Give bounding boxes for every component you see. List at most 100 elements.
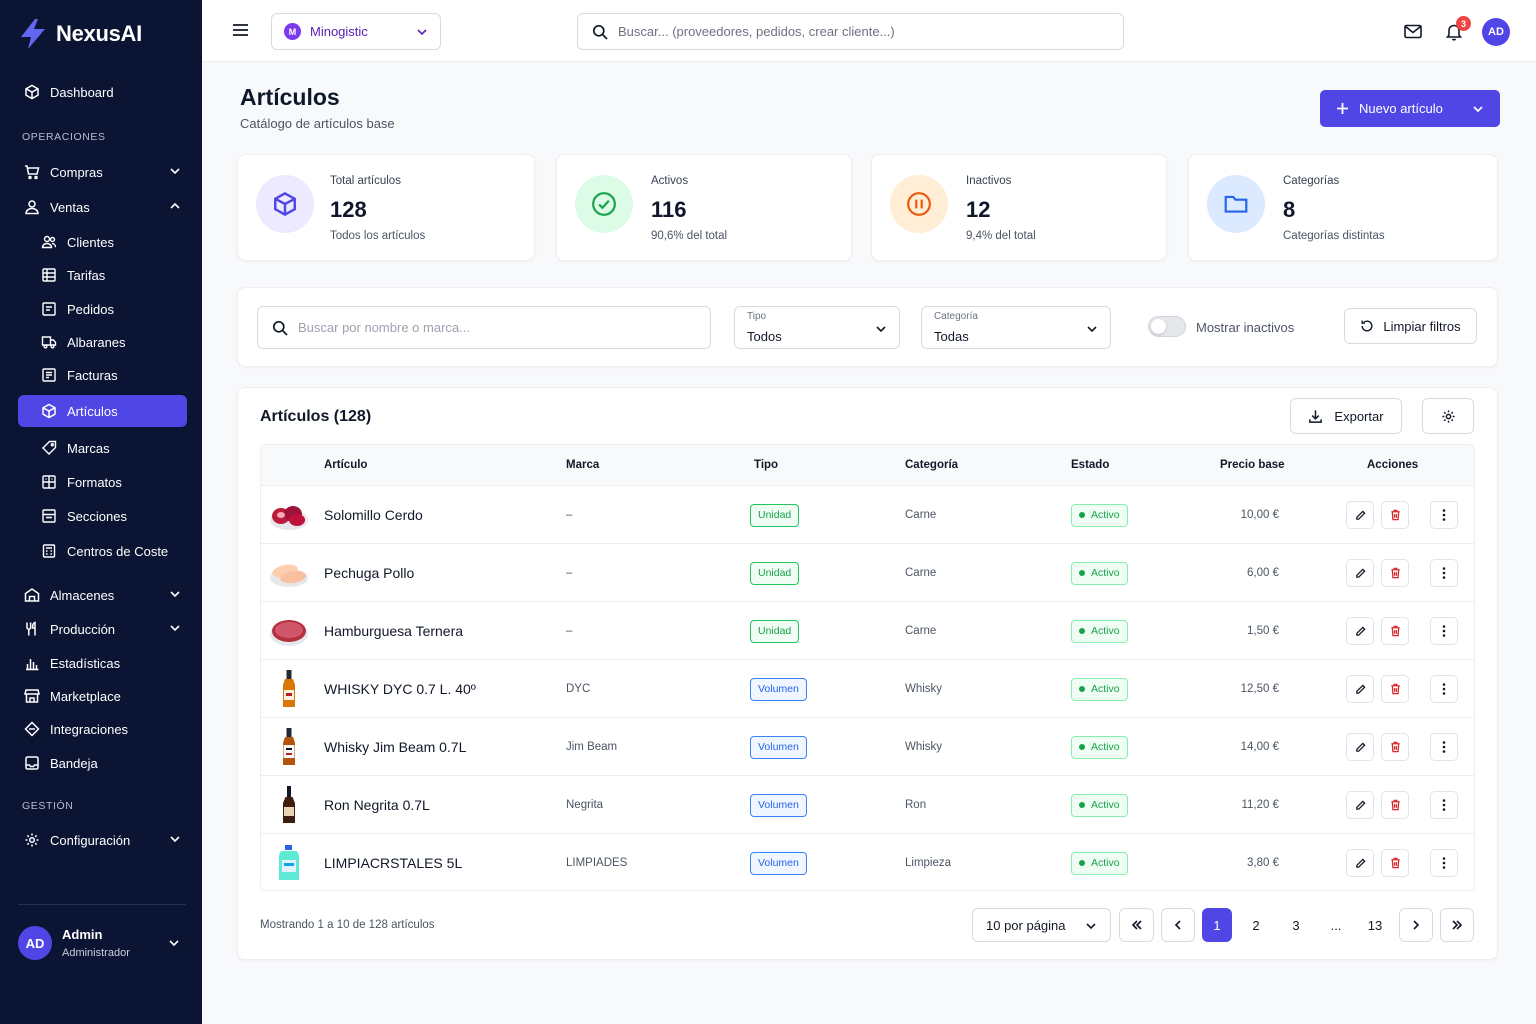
sidebar-item-albaranes[interactable]: Albaranes [18,326,187,358]
table-row[interactable]: Hamburguesa Ternera – Unidad Carne Activ… [261,602,1474,660]
article-name[interactable]: Pechuga Pollo [324,565,415,581]
table-row[interactable]: Solomillo Cerdo – Unidad Carne Activo 10… [261,486,1474,544]
delete-button[interactable] [1381,501,1409,529]
prev-page-button[interactable] [1161,908,1195,942]
article-price: 6,00 € [1247,567,1279,579]
delete-button[interactable] [1381,617,1409,645]
tipo-select[interactable]: Tipo Todos [734,306,900,349]
bell-icon[interactable]: 3 [1445,16,1471,41]
edit-button[interactable] [1346,617,1374,645]
sidebar-item-facturas[interactable]: Facturas [18,359,187,391]
last-page-button[interactable] [1440,908,1474,942]
page-13[interactable]: 13 [1367,917,1383,933]
delete-button[interactable] [1381,791,1409,819]
organization-select[interactable]: M Minogistic [271,13,441,50]
first-page-button[interactable] [1119,908,1154,942]
column-header-estado[interactable]: Estado [1071,459,1110,471]
sidebar-item-produccion[interactable]: Producción [18,613,187,645]
sidebar-item-formatos[interactable]: Formatos [18,466,187,498]
global-search-input[interactable] [618,24,1098,39]
edit-button[interactable] [1346,559,1374,587]
double-chevron-left-icon [1131,919,1143,931]
app-logo[interactable]: NexusAI [18,18,142,50]
table-settings-button[interactable] [1422,398,1474,434]
clear-filters-button[interactable]: Limpiar filtros [1344,308,1477,344]
per-page-select[interactable]: 10 por página [972,908,1111,942]
article-search[interactable] [257,306,711,349]
sidebar-item-estadisticas[interactable]: Estadísticas [18,647,187,679]
edit-button[interactable] [1346,733,1374,761]
categoria-select[interactable]: Categoría Todas [921,306,1111,349]
global-search[interactable] [577,13,1124,50]
hamburger-menu-icon[interactable] [232,23,249,37]
sidebar-item-ventas[interactable]: Ventas [18,191,187,223]
table-row[interactable]: Pechuga Pollo – Unidad Carne Activo 6,00… [261,544,1474,602]
sidebar-item-compras[interactable]: Compras [18,156,187,188]
show-inactive-toggle[interactable] [1148,316,1186,337]
format-icon [40,473,58,491]
edit-button[interactable] [1346,675,1374,703]
sidebar-item-marketplace[interactable]: Marketplace [18,680,187,712]
article-search-input[interactable] [298,320,698,335]
article-name[interactable]: LIMPIACRSTALES 5L [324,855,463,871]
table-row[interactable]: WHISKY DYC 0.7 L. 40º DYC Volumen Whisky… [261,660,1474,718]
column-header-articulo[interactable]: Artículo [324,459,368,471]
article-name[interactable]: Ron Negrita 0.7L [324,797,430,813]
article-name[interactable]: Solomillo Cerdo [324,507,423,523]
column-header-precio[interactable]: Precio base [1220,459,1285,471]
column-header-categoria[interactable]: Categoría [905,459,959,471]
mail-icon[interactable] [1404,24,1422,39]
sidebar-item-articulos[interactable]: Artículos [18,395,187,427]
article-name[interactable]: WHISKY DYC 0.7 L. 40º [324,681,476,697]
status-badge: Activo [1071,677,1128,701]
sidebar-item-configuracion[interactable]: Configuración [18,824,187,856]
sidebar-item-clientes[interactable]: Clientes [18,226,187,258]
avatar[interactable]: AD [1482,18,1510,46]
sidebar-item-almacenes[interactable]: Almacenes [18,579,187,611]
next-page-button[interactable] [1399,908,1433,942]
sidebar-item-dashboard[interactable]: Dashboard [18,76,187,108]
sidebar-item-secciones[interactable]: Secciones [18,500,187,532]
chevron-down-icon [169,165,181,177]
more-actions-button[interactable] [1430,559,1458,587]
edit-button[interactable] [1346,791,1374,819]
new-article-button[interactable]: Nuevo artículo [1320,90,1500,127]
sidebar-item-pedidos[interactable]: Pedidos [18,293,187,325]
edit-button[interactable] [1346,849,1374,877]
more-actions-button[interactable] [1430,849,1458,877]
more-actions-button[interactable] [1430,675,1458,703]
chevron-down-icon[interactable] [1472,103,1484,115]
more-actions-button[interactable] [1430,733,1458,761]
column-header-tipo[interactable]: Tipo [754,459,779,471]
user-menu[interactable]: AD Admin Administrador [18,926,186,960]
grid-table-icon [40,266,58,284]
table-row[interactable]: Whisky Jim Beam 0.7L Jim Beam Volumen Wh… [261,718,1474,776]
sidebar-item-label: Pedidos [67,301,114,317]
sidebar-item-marcas[interactable]: Marcas [18,432,187,464]
edit-button[interactable] [1346,501,1374,529]
delete-button[interactable] [1381,675,1409,703]
status-text: Activo [1091,508,1120,521]
delete-button[interactable] [1381,733,1409,761]
more-actions-button[interactable] [1430,617,1458,645]
article-name[interactable]: Whisky Jim Beam 0.7L [324,739,467,755]
sidebar-item-bandeja[interactable]: Bandeja [18,747,187,779]
export-button[interactable]: Exportar [1290,398,1402,434]
table-row[interactable]: LIMPIACRSTALES 5L LIMPIADES Volumen Limp… [261,834,1474,890]
page-1[interactable]: 1 [1202,908,1232,942]
more-actions-button[interactable] [1430,791,1458,819]
more-actions-button[interactable] [1430,501,1458,529]
users-icon [40,233,58,251]
delete-button[interactable] [1381,849,1409,877]
sidebar-item-integraciones[interactable]: Integraciones [18,713,187,745]
sidebar-item-centros-coste[interactable]: Centros de Coste [18,535,187,567]
page-3[interactable]: 3 [1292,917,1300,933]
column-header-marca[interactable]: Marca [566,459,600,471]
sidebar-item-tarifas[interactable]: Tarifas [18,259,187,291]
page-2[interactable]: 2 [1252,917,1260,933]
stat-value: 12 [966,197,991,222]
article-name[interactable]: Hamburguesa Ternera [324,623,464,639]
type-badge: Unidad [750,619,800,643]
delete-button[interactable] [1381,559,1409,587]
table-row[interactable]: Ron Negrita 0.7L Negrita Volumen Ron Act… [261,776,1474,834]
